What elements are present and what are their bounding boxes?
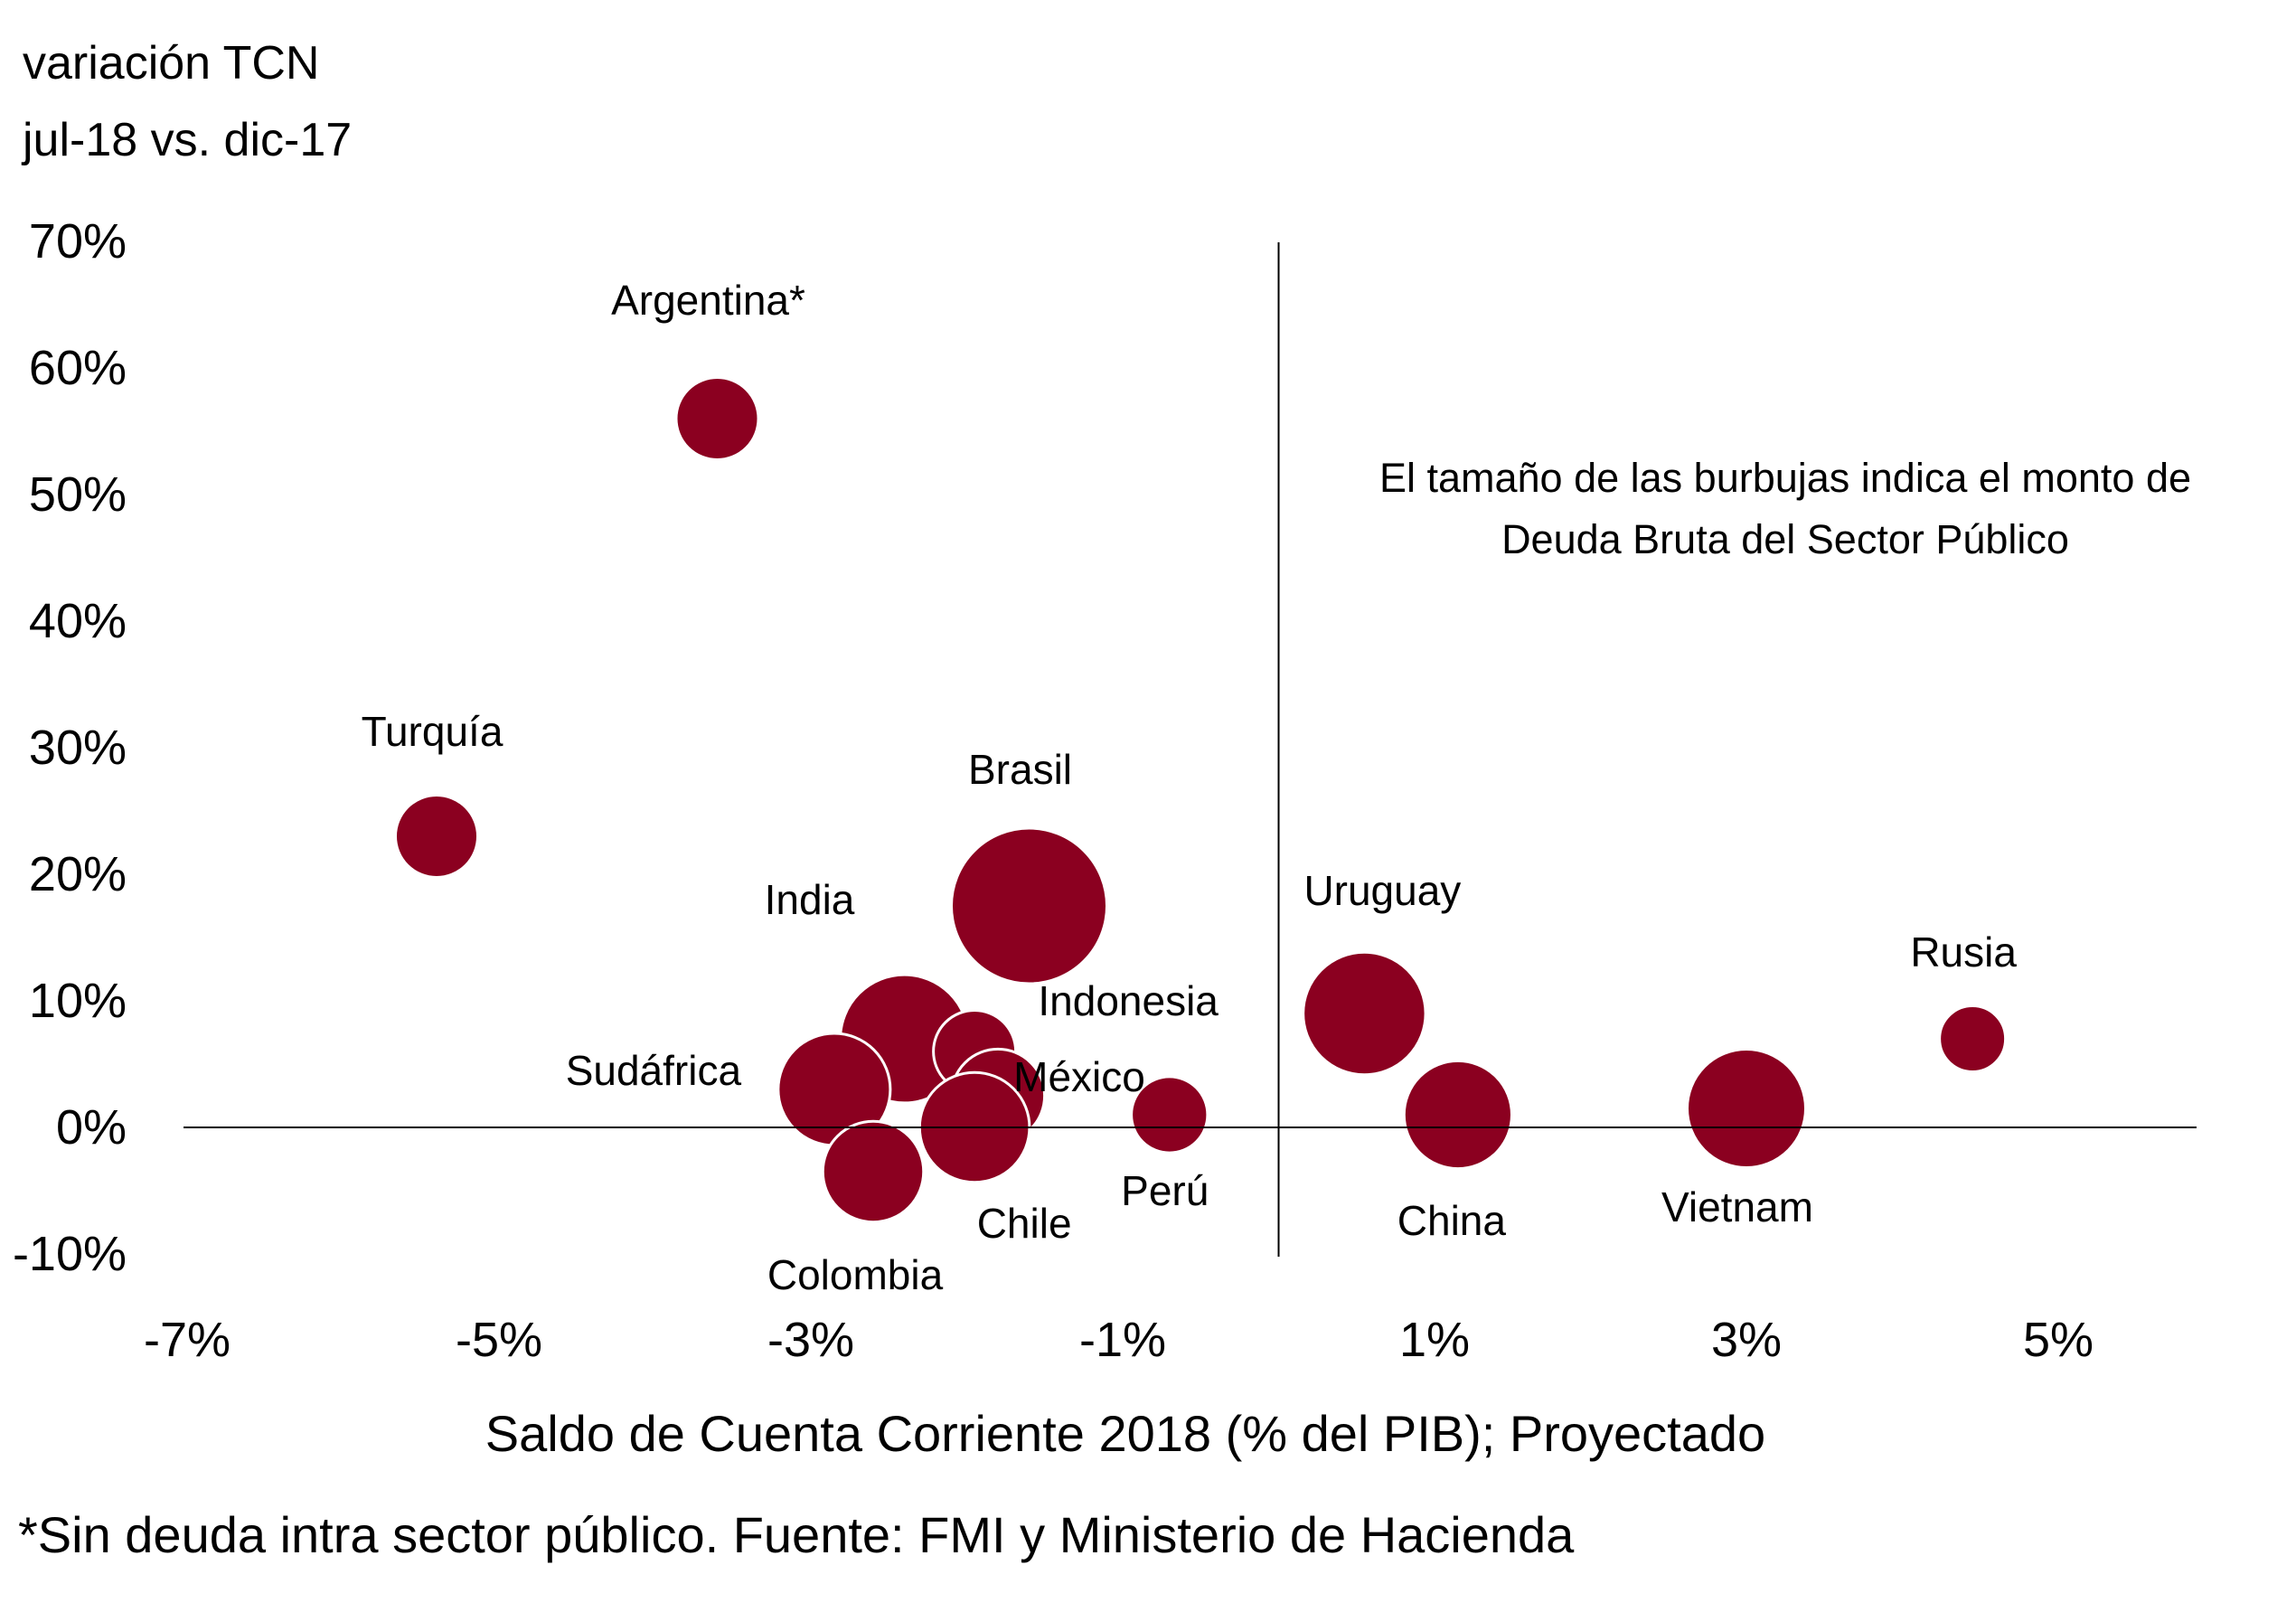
ticks-layer: 70% 60% 50% 40% 30% 20% 10% 0% -10% -7% -5% -3% -1% 1… (13, 214, 2094, 1367)
point-label-china: China (1397, 1197, 1507, 1244)
y-axis-title-line2: jul-18 vs. dic-17 (23, 114, 353, 166)
axes-layer (183, 242, 2197, 1257)
point-label-uruguay: Uruguay (1303, 867, 1461, 914)
bubble-colombia (821, 1119, 926, 1224)
y-tick-label: 50% (29, 467, 127, 522)
point-label-peru: Perú (1121, 1167, 1209, 1214)
y-tick-label: 30% (29, 721, 127, 775)
point-label-rusia: Rusia (1910, 929, 2017, 976)
point-label-mexico: México (1013, 1053, 1145, 1100)
bubble-size-note: El tamaño de las burbujas indica el mont… (1379, 455, 2192, 562)
bubble-brasil (950, 826, 1108, 985)
point-label-india: India (765, 876, 855, 923)
y-tick-label: 20% (29, 847, 127, 901)
point-label-vietnam: Vietnam (1661, 1183, 1813, 1230)
x-tick-label: -7% (144, 1313, 231, 1367)
bubble-uruguay (1302, 950, 1427, 1077)
bubble-argentina (674, 375, 760, 462)
y-tick-label: 60% (29, 341, 127, 395)
footnote: *Sin deuda intra sector público. Fuente:… (18, 1506, 1575, 1563)
point-label-argentina: Argentina* (611, 277, 805, 324)
point-label-turquia: Turquía (362, 708, 503, 755)
point-labels-layer: Argentina* Turquía Brasil India Indonesia Méx… (362, 277, 2018, 1298)
point-label-indonesia: Indonesia (1038, 977, 1219, 1024)
point-label-sudafrica: Sudáfrica (566, 1047, 742, 1094)
bubble-peru (1130, 1075, 1209, 1155)
x-tick-label: -3% (767, 1313, 854, 1367)
bubble-turquia (393, 793, 480, 880)
y-tick-label: 0% (56, 1100, 127, 1155)
point-label-colombia: Colombia (767, 1251, 944, 1298)
point-label-brasil: Brasil (968, 746, 1072, 793)
bubble-china (1402, 1059, 1513, 1171)
y-tick-label: 10% (29, 974, 127, 1028)
y-tick-label: 70% (29, 214, 127, 269)
x-tick-label: -5% (456, 1313, 542, 1367)
x-tick-label: 5% (2023, 1313, 2094, 1367)
point-label-chile: Chile (977, 1200, 1072, 1247)
x-tick-label: -1% (1079, 1313, 1166, 1367)
x-tick-label: 1% (1399, 1313, 1470, 1367)
y-tick-label: -10% (13, 1227, 127, 1281)
bubble-rusia (1938, 1004, 2008, 1073)
y-axis-title-line1: variación TCN (23, 37, 320, 90)
bubble-vietnam (1686, 1048, 1807, 1169)
y-tick-label: 40% (29, 594, 127, 648)
x-axis-title: Saldo de Cuenta Corriente 2018 (% del PI… (485, 1405, 1765, 1462)
x-tick-label: 3% (1711, 1313, 1782, 1367)
